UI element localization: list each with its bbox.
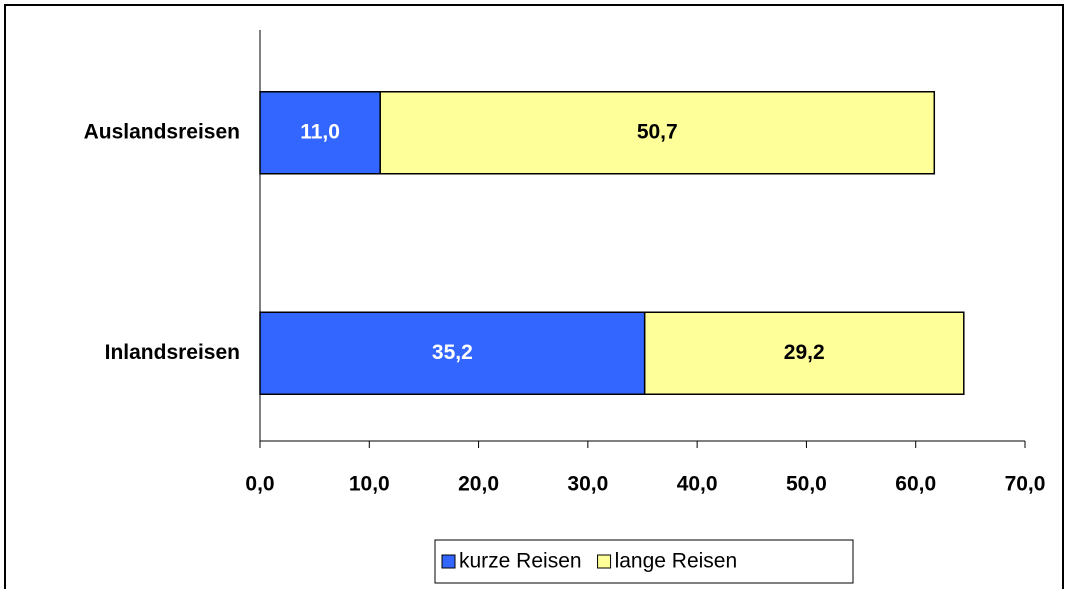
bar-segment xyxy=(259,91,381,175)
value-label: 35,2 xyxy=(432,341,473,364)
bar-segment xyxy=(643,311,965,395)
legend-label: kurze Reisen xyxy=(459,550,582,573)
x-tick-label: 60,0 xyxy=(895,473,936,496)
x-tick-label: 70,0 xyxy=(1005,473,1046,496)
x-tick-label: 30,0 xyxy=(567,473,608,496)
x-tick-label: 40,0 xyxy=(677,473,718,496)
value-label: 29,2 xyxy=(784,341,825,364)
value-label: 11,0 xyxy=(300,120,340,143)
y-tick-label: Auslandsreisen xyxy=(84,120,240,143)
bar-segment xyxy=(379,91,936,175)
x-tick-label: 0,0 xyxy=(245,473,274,496)
legend-label: lange Reisen xyxy=(615,550,738,573)
legend-box xyxy=(434,539,854,584)
x-tick-label: 20,0 xyxy=(458,473,499,496)
x-tick-label: 10,0 xyxy=(349,473,390,496)
x-tick-label: 50,0 xyxy=(786,473,827,496)
value-label: 50,7 xyxy=(637,120,678,143)
y-tick-label: Inlandsreisen xyxy=(105,341,240,364)
legend-swatch xyxy=(597,554,612,569)
chart-border xyxy=(4,4,1064,589)
legend-swatch xyxy=(441,554,456,569)
bar-segment xyxy=(259,311,646,395)
